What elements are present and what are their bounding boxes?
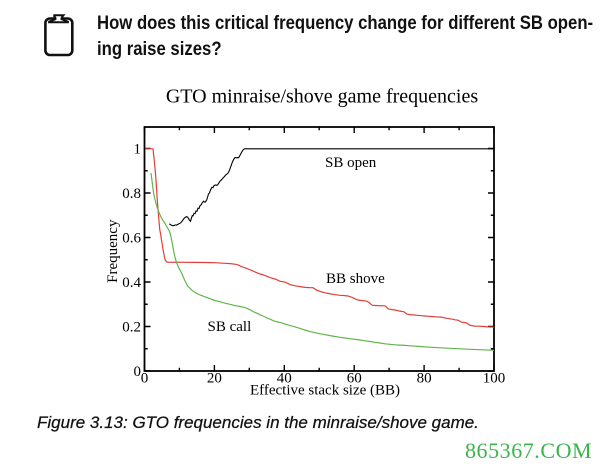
svg-text:Frequency: Frequency: [105, 219, 121, 283]
svg-text:100: 100: [483, 371, 506, 387]
svg-text:SB call: SB call: [208, 319, 252, 335]
svg-text:SB open: SB open: [325, 155, 377, 171]
svg-text:0: 0: [141, 371, 149, 387]
svg-text:0: 0: [134, 364, 142, 380]
svg-text:Effective stack size (BB): Effective stack size (BB): [250, 383, 400, 399]
svg-text:60: 60: [347, 371, 362, 387]
svg-text:0.2: 0.2: [122, 320, 141, 336]
svg-text:0.4: 0.4: [122, 275, 141, 291]
svg-text:80: 80: [417, 371, 432, 387]
svg-text:20: 20: [207, 371, 222, 387]
svg-text:0.6: 0.6: [122, 231, 141, 247]
svg-text:0.8: 0.8: [122, 186, 141, 202]
svg-text:BB shove: BB shove: [326, 271, 385, 287]
svg-text:40: 40: [277, 371, 292, 387]
svg-text:1: 1: [134, 142, 142, 158]
svg-text:GTO minraise/shove game freque: GTO minraise/shove game frequencies: [166, 86, 479, 108]
